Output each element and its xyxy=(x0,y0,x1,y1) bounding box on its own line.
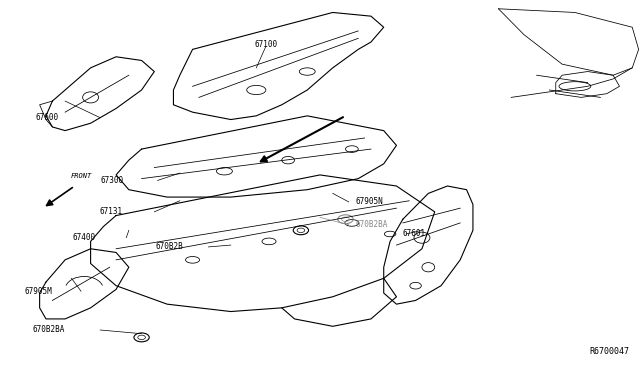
Text: 67100: 67100 xyxy=(254,41,277,49)
Text: R6700047: R6700047 xyxy=(589,347,629,356)
Text: 67905M: 67905M xyxy=(24,287,52,296)
Text: 67600: 67600 xyxy=(36,113,59,122)
Text: 67300: 67300 xyxy=(100,176,124,185)
Text: 670B2BA: 670B2BA xyxy=(33,326,65,334)
Text: 67905N: 67905N xyxy=(355,198,383,206)
Text: 67400: 67400 xyxy=(72,233,96,242)
Text: 67131: 67131 xyxy=(99,207,122,217)
Text: 67601: 67601 xyxy=(403,230,426,238)
Text: 670B2B: 670B2B xyxy=(156,243,183,251)
Text: FRONT: FRONT xyxy=(70,173,92,179)
Text: 670B2BA: 670B2BA xyxy=(355,220,387,229)
